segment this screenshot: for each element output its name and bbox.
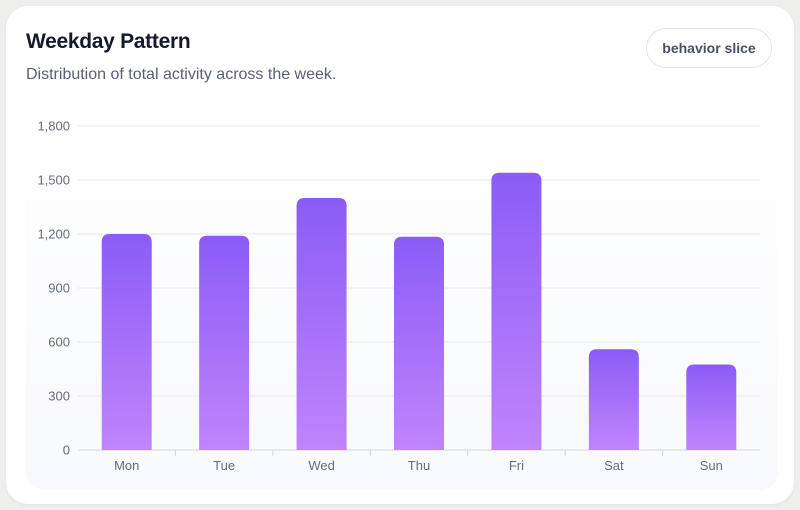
bars <box>101 172 737 451</box>
x-tick-label: Tue <box>213 458 235 473</box>
y-tick-label: 1,800 <box>37 119 70 134</box>
bar-mon[interactable] <box>101 234 152 450</box>
behavior-slice-badge[interactable]: behavior slice <box>646 28 772 68</box>
chart-title: Weekday Pattern <box>26 30 191 53</box>
bar-sat[interactable] <box>588 349 639 450</box>
x-tick-label: Sat <box>604 458 624 473</box>
y-tick-label: 300 <box>48 389 70 404</box>
chart-subtitle: Distribution of total activity across th… <box>26 66 337 83</box>
bar-sun[interactable] <box>686 364 737 451</box>
bar-fri[interactable] <box>491 172 542 451</box>
x-tick-label: Mon <box>114 458 139 473</box>
y-tick-label: 0 <box>63 443 70 458</box>
y-tick-label: 1,500 <box>37 173 70 188</box>
x-tick-label: Fri <box>509 458 524 473</box>
y-tick-label: 600 <box>48 335 70 350</box>
y-tick-label: 900 <box>48 281 70 296</box>
y-axis: 0 300 600 900 1,200 1,500 1,800 <box>37 119 70 458</box>
y-tick-label: 1,200 <box>37 227 70 242</box>
bar-tue[interactable] <box>199 235 250 450</box>
x-tick-label: Sun <box>700 458 723 473</box>
x-axis: Mon Tue Wed Thu Fri Sat Sun <box>114 450 723 473</box>
x-tick-label: Wed <box>308 458 335 473</box>
x-tick-label: Thu <box>408 458 430 473</box>
bar-thu[interactable] <box>394 236 444 450</box>
gridlines <box>78 125 760 451</box>
bar-wed[interactable] <box>296 198 347 450</box>
